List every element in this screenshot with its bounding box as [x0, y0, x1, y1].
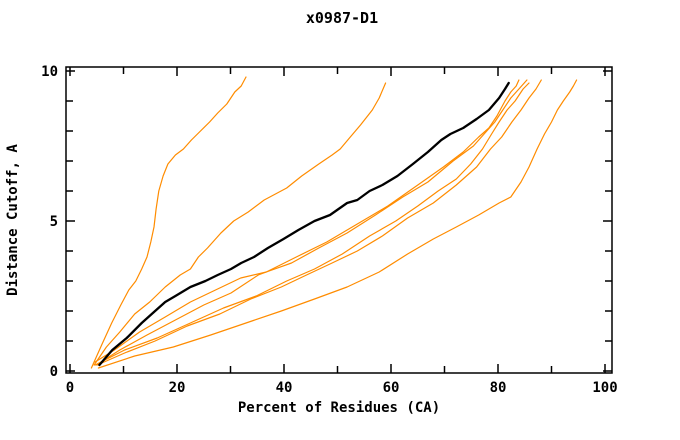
plot-frame [65, 66, 613, 374]
series-line-model-orange-1 [90, 76, 247, 369]
series-line-model-orange-6 [94, 82, 530, 366]
x-tick-label: 80 [490, 380, 507, 396]
x-tick-label: 20 [169, 380, 186, 396]
series-line-model-orange-7 [97, 79, 578, 369]
x-tick-label: 100 [592, 380, 617, 396]
x-axis-label: Percent of Residues (CA) [238, 400, 440, 416]
series-line-reference-black [98, 81, 510, 367]
plot-area: 0 20 40 60 80 100 0 5 10 [41, 64, 618, 396]
y-axis-label: Distance Cutoff, A [5, 144, 21, 296]
x-tick-label: 0 [66, 380, 74, 396]
series-line-model-orange-2 [93, 82, 387, 366]
series-line-model-orange-3 [94, 79, 520, 363]
chart-title: x0987-D1 [306, 9, 378, 27]
series-line-model-orange-5 [96, 79, 542, 366]
y-tick-label: 10 [41, 64, 58, 80]
x-tick-label: 40 [276, 380, 293, 396]
series-line-model-orange-4 [95, 79, 528, 366]
x-tick-label: 60 [383, 380, 400, 396]
y-tick-label: 5 [50, 214, 58, 230]
y-tick-label: 0 [50, 364, 58, 380]
